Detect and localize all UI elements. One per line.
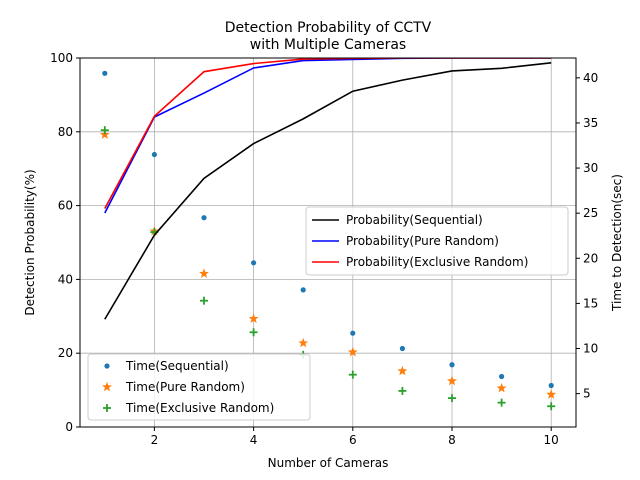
y-left-tick-label: 20 xyxy=(58,346,73,360)
y-right-tick-label: 15 xyxy=(583,296,598,310)
legend-entry-label: Probability(Exclusive Random) xyxy=(346,255,528,269)
time-point xyxy=(397,365,408,376)
time-point xyxy=(99,129,110,139)
plot-data xyxy=(99,58,557,411)
series-probability-line-2 xyxy=(104,58,552,209)
time-point xyxy=(100,126,109,135)
y-left-tick-label: 100 xyxy=(50,51,73,65)
x-tick-label: 8 xyxy=(448,433,456,447)
time-point xyxy=(102,381,112,392)
chart-title-line-1: Detection Probability of CCTV xyxy=(225,20,432,36)
legend-entry-label: Time(Pure Random) xyxy=(125,380,245,394)
y-right-tick-label: 25 xyxy=(583,206,598,220)
y-right-tick-label: 40 xyxy=(583,71,598,85)
time-point xyxy=(398,386,407,395)
time-point xyxy=(497,398,506,407)
axes: 2 4 6 8 10020406080100510152025303540Detecti… xyxy=(23,20,624,470)
x-tick-label: 6 xyxy=(349,433,357,447)
legend-probability: Probability(Sequential) Probability(Pure … xyxy=(305,206,569,276)
time-point xyxy=(546,389,557,399)
time-point xyxy=(298,337,309,348)
time-point xyxy=(447,375,457,386)
time-point xyxy=(151,151,157,158)
legend-box xyxy=(87,353,311,421)
time-point xyxy=(547,402,556,411)
y-right-tick-label: 35 xyxy=(583,116,598,130)
y-right-tick-label: 10 xyxy=(583,342,598,356)
y-left-axis-label: Detection Probability(%) xyxy=(23,169,37,315)
time-point xyxy=(248,313,259,323)
series-time-0 xyxy=(102,70,554,389)
time-point xyxy=(449,362,455,368)
time-point xyxy=(496,383,507,393)
plot-frame xyxy=(79,57,577,428)
y-left-tick-label: 60 xyxy=(58,199,73,213)
y-left-tick-label: 40 xyxy=(58,272,73,286)
time-point xyxy=(499,373,505,380)
legend-entry-label: Probability(Sequential) xyxy=(346,213,483,227)
time-point xyxy=(249,328,258,337)
legend-entry-label: Time(Sequential) xyxy=(125,359,229,373)
time-point xyxy=(102,70,108,76)
x-tick-label: 4 xyxy=(250,433,258,447)
y-right-tick-label: 20 xyxy=(583,251,598,265)
time-point xyxy=(104,363,110,369)
x-tick-label: 2 xyxy=(151,433,159,447)
time-point xyxy=(347,346,358,357)
time-point xyxy=(548,382,554,389)
time-point xyxy=(399,345,405,352)
chart-title-line-2: with Multiple Cameras xyxy=(250,37,406,53)
legends: Probability(Sequential) Probability(Pure … xyxy=(87,206,569,421)
x-tick-label: 10 xyxy=(544,433,559,447)
series-probability-line-1 xyxy=(104,58,552,214)
y-right-axis-label: Time to Detection(sec) xyxy=(610,174,624,312)
time-point xyxy=(200,296,208,305)
y-right-tick-label: 30 xyxy=(583,161,598,175)
time-point xyxy=(348,370,357,379)
y-left-tick-label: 80 xyxy=(58,125,73,139)
time-point xyxy=(448,394,456,403)
legend-entry-label: Probability(Pure Random) xyxy=(346,234,499,248)
time-point xyxy=(103,404,111,412)
time-point xyxy=(350,330,356,336)
legend-entry-label: Time(Exclusive Random) xyxy=(125,401,274,415)
y-left-tick-label: 0 xyxy=(65,420,73,434)
legend-box xyxy=(305,206,569,276)
time-point xyxy=(251,260,257,266)
time-point xyxy=(201,215,207,221)
y-right-tick-label: 5 xyxy=(583,387,591,401)
series-probability-line-0 xyxy=(104,62,552,320)
time-point xyxy=(300,287,306,293)
x-axis-label: Number of Cameras xyxy=(268,456,389,470)
legend-time: Time(Sequential) Time(Pure Random) Time(Ex… xyxy=(87,353,311,421)
time-point xyxy=(199,268,209,278)
